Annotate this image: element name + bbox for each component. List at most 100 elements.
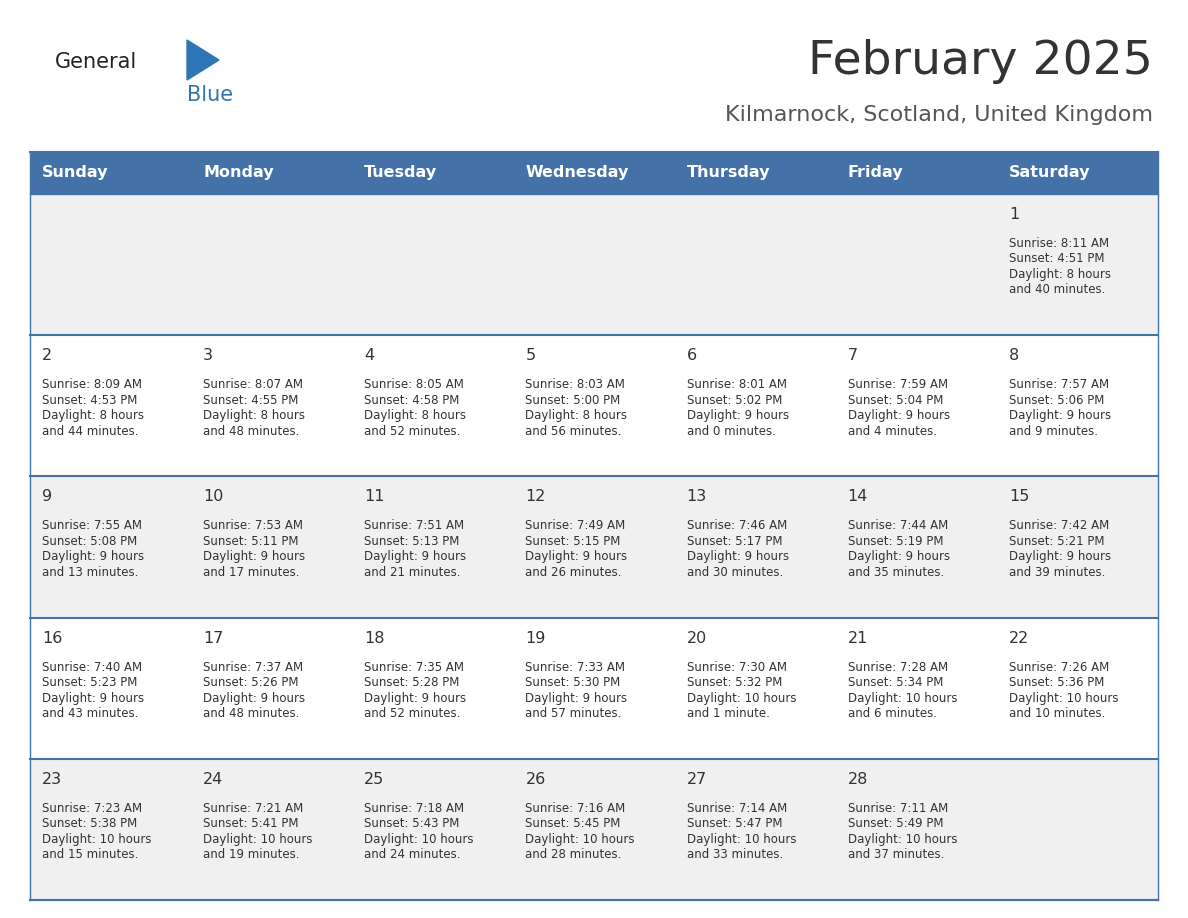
Text: Sunset: 5:11 PM: Sunset: 5:11 PM [203, 535, 298, 548]
Text: Wednesday: Wednesday [525, 165, 628, 181]
Text: Daylight: 9 hours: Daylight: 9 hours [203, 691, 305, 705]
Text: and 24 minutes.: and 24 minutes. [365, 848, 461, 861]
Text: Sunrise: 7:26 AM: Sunrise: 7:26 AM [1009, 661, 1110, 674]
Text: Sunset: 5:17 PM: Sunset: 5:17 PM [687, 535, 782, 548]
Text: 16: 16 [42, 631, 63, 645]
Text: Saturday: Saturday [1009, 165, 1091, 181]
Text: 6: 6 [687, 348, 696, 364]
Text: Sunset: 4:58 PM: Sunset: 4:58 PM [365, 394, 460, 407]
Text: 25: 25 [365, 772, 385, 787]
Text: 10: 10 [203, 489, 223, 504]
Text: and 19 minutes.: and 19 minutes. [203, 848, 299, 861]
Text: and 15 minutes.: and 15 minutes. [42, 848, 138, 861]
Text: 17: 17 [203, 631, 223, 645]
Text: and 6 minutes.: and 6 minutes. [848, 707, 936, 720]
Text: 18: 18 [365, 631, 385, 645]
Text: Daylight: 10 hours: Daylight: 10 hours [1009, 691, 1118, 705]
Text: Daylight: 10 hours: Daylight: 10 hours [848, 833, 958, 845]
Text: Daylight: 9 hours: Daylight: 9 hours [42, 551, 144, 564]
Text: Daylight: 10 hours: Daylight: 10 hours [365, 833, 474, 845]
Text: Sunset: 5:13 PM: Sunset: 5:13 PM [365, 535, 460, 548]
Text: Sunset: 4:53 PM: Sunset: 4:53 PM [42, 394, 138, 407]
Text: Daylight: 8 hours: Daylight: 8 hours [525, 409, 627, 422]
Text: Sunrise: 8:11 AM: Sunrise: 8:11 AM [1009, 237, 1108, 250]
Text: Daylight: 9 hours: Daylight: 9 hours [687, 409, 789, 422]
Text: Sunset: 5:15 PM: Sunset: 5:15 PM [525, 535, 621, 548]
Text: Sunrise: 8:01 AM: Sunrise: 8:01 AM [687, 378, 786, 391]
Text: Daylight: 9 hours: Daylight: 9 hours [203, 551, 305, 564]
Text: Thursday: Thursday [687, 165, 770, 181]
Text: Sunset: 5:34 PM: Sunset: 5:34 PM [848, 676, 943, 689]
Text: and 39 minutes.: and 39 minutes. [1009, 565, 1105, 579]
Text: Sunset: 5:47 PM: Sunset: 5:47 PM [687, 817, 782, 830]
Text: and 57 minutes.: and 57 minutes. [525, 707, 621, 720]
Polygon shape [187, 40, 219, 80]
Text: Friday: Friday [848, 165, 903, 181]
Text: and 40 minutes.: and 40 minutes. [1009, 284, 1105, 297]
Text: and 28 minutes.: and 28 minutes. [525, 848, 621, 861]
FancyBboxPatch shape [353, 152, 513, 194]
Text: Daylight: 9 hours: Daylight: 9 hours [848, 551, 950, 564]
Text: Sunrise: 8:09 AM: Sunrise: 8:09 AM [42, 378, 143, 391]
Text: Sunset: 5:02 PM: Sunset: 5:02 PM [687, 394, 782, 407]
Text: Daylight: 8 hours: Daylight: 8 hours [42, 409, 144, 422]
Text: Sunrise: 7:40 AM: Sunrise: 7:40 AM [42, 661, 143, 674]
Text: 13: 13 [687, 489, 707, 504]
FancyBboxPatch shape [30, 194, 1158, 335]
Text: Sunrise: 7:51 AM: Sunrise: 7:51 AM [365, 520, 465, 532]
Text: and 13 minutes.: and 13 minutes. [42, 565, 138, 579]
Text: Sunrise: 7:37 AM: Sunrise: 7:37 AM [203, 661, 303, 674]
Text: Sunset: 5:49 PM: Sunset: 5:49 PM [848, 817, 943, 830]
Text: Sunset: 5:43 PM: Sunset: 5:43 PM [365, 817, 460, 830]
Text: and 56 minutes.: and 56 minutes. [525, 425, 621, 438]
Text: Sunday: Sunday [42, 165, 108, 181]
FancyBboxPatch shape [30, 152, 191, 194]
Text: 26: 26 [525, 772, 545, 787]
Text: and 43 minutes.: and 43 minutes. [42, 707, 138, 720]
Text: Sunrise: 7:59 AM: Sunrise: 7:59 AM [848, 378, 948, 391]
Text: 22: 22 [1009, 631, 1029, 645]
Text: and 26 minutes.: and 26 minutes. [525, 565, 623, 579]
Text: Sunrise: 7:11 AM: Sunrise: 7:11 AM [848, 801, 948, 815]
Text: Sunrise: 7:46 AM: Sunrise: 7:46 AM [687, 520, 786, 532]
Text: Sunrise: 7:14 AM: Sunrise: 7:14 AM [687, 801, 786, 815]
Text: General: General [55, 52, 138, 72]
FancyBboxPatch shape [191, 152, 353, 194]
Text: Sunrise: 7:28 AM: Sunrise: 7:28 AM [848, 661, 948, 674]
Text: Daylight: 9 hours: Daylight: 9 hours [687, 551, 789, 564]
FancyBboxPatch shape [997, 152, 1158, 194]
Text: Sunrise: 8:05 AM: Sunrise: 8:05 AM [365, 378, 465, 391]
Text: 12: 12 [525, 489, 545, 504]
Text: 9: 9 [42, 489, 52, 504]
Text: Daylight: 10 hours: Daylight: 10 hours [525, 833, 634, 845]
Text: and 35 minutes.: and 35 minutes. [848, 565, 944, 579]
Text: 3: 3 [203, 348, 213, 364]
Text: Kilmarnock, Scotland, United Kingdom: Kilmarnock, Scotland, United Kingdom [725, 105, 1154, 125]
Text: Sunrise: 7:55 AM: Sunrise: 7:55 AM [42, 520, 143, 532]
Text: Sunset: 5:23 PM: Sunset: 5:23 PM [42, 676, 138, 689]
Text: 7: 7 [848, 348, 858, 364]
Text: Sunrise: 7:35 AM: Sunrise: 7:35 AM [365, 661, 465, 674]
Text: Sunset: 5:38 PM: Sunset: 5:38 PM [42, 817, 138, 830]
Text: Daylight: 9 hours: Daylight: 9 hours [42, 691, 144, 705]
Text: 20: 20 [687, 631, 707, 645]
Text: Sunset: 5:26 PM: Sunset: 5:26 PM [203, 676, 298, 689]
Text: Sunrise: 7:30 AM: Sunrise: 7:30 AM [687, 661, 786, 674]
Text: 11: 11 [365, 489, 385, 504]
Text: Daylight: 9 hours: Daylight: 9 hours [1009, 551, 1111, 564]
Text: Daylight: 9 hours: Daylight: 9 hours [525, 551, 627, 564]
Text: Sunset: 5:41 PM: Sunset: 5:41 PM [203, 817, 298, 830]
Text: Daylight: 10 hours: Daylight: 10 hours [42, 833, 152, 845]
Text: 15: 15 [1009, 489, 1029, 504]
Text: and 52 minutes.: and 52 minutes. [365, 425, 461, 438]
Text: and 48 minutes.: and 48 minutes. [203, 707, 299, 720]
Text: and 48 minutes.: and 48 minutes. [203, 425, 299, 438]
Text: Sunrise: 7:44 AM: Sunrise: 7:44 AM [848, 520, 948, 532]
Text: Daylight: 9 hours: Daylight: 9 hours [848, 409, 950, 422]
Text: Daylight: 9 hours: Daylight: 9 hours [365, 551, 467, 564]
Text: 19: 19 [525, 631, 545, 645]
Text: Sunset: 5:08 PM: Sunset: 5:08 PM [42, 535, 138, 548]
Text: Sunset: 5:04 PM: Sunset: 5:04 PM [848, 394, 943, 407]
Text: Sunset: 5:28 PM: Sunset: 5:28 PM [365, 676, 460, 689]
Text: 5: 5 [525, 348, 536, 364]
